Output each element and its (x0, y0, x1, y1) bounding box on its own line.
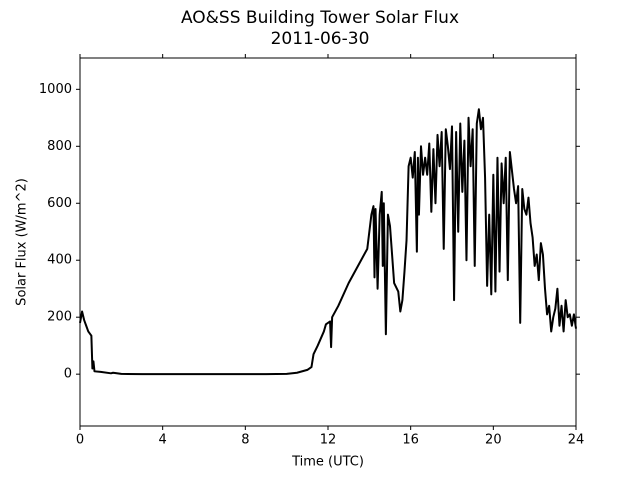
y-tick-label: 400 (47, 253, 72, 268)
x-tick-label: 8 (241, 433, 249, 448)
y-tick-label: 800 (47, 139, 72, 154)
data-line (79, 108, 577, 376)
y-tick-label: 1000 (39, 82, 72, 97)
axes-frame (79, 57, 577, 427)
chart-subtitle: 2011-06-30 (271, 29, 370, 49)
x-tick-label: 24 (568, 433, 585, 448)
x-axis-label: Time (UTC) (291, 455, 364, 470)
y-tick-label: 200 (47, 310, 72, 325)
y-axis-label: Solar Flux (W/m^2) (15, 178, 30, 306)
y-tick-label: 600 (47, 196, 72, 211)
x-tick-label: 20 (485, 433, 502, 448)
x-tick-label: 0 (76, 433, 84, 448)
chart-title: AO&SS Building Tower Solar Flux (181, 8, 459, 28)
x-tick-label: 16 (402, 433, 419, 448)
x-tick-label: 4 (159, 433, 167, 448)
y-tick-label: 0 (64, 367, 72, 382)
x-tick-label: 12 (320, 433, 337, 448)
